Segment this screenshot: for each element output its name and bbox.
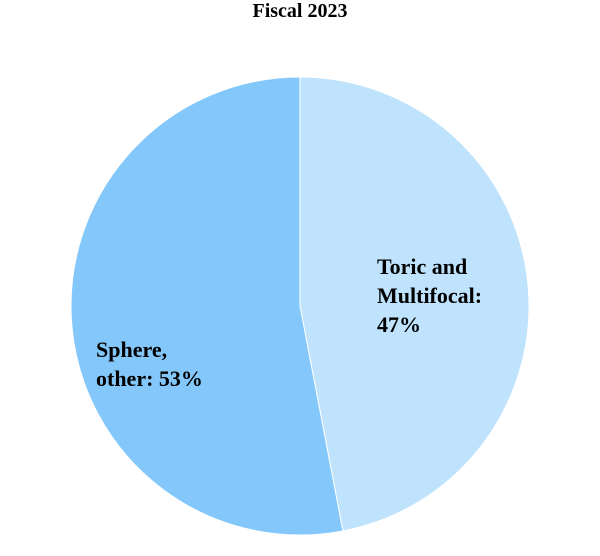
- pie-slice: [70, 76, 344, 536]
- slice-label: Sphere, other: 53%: [96, 337, 203, 391]
- chart-title: Fiscal 2023: [252, 0, 348, 22]
- pie-slice: [299, 76, 530, 532]
- slice-label: Toric and Multifocal: 47%: [377, 254, 483, 337]
